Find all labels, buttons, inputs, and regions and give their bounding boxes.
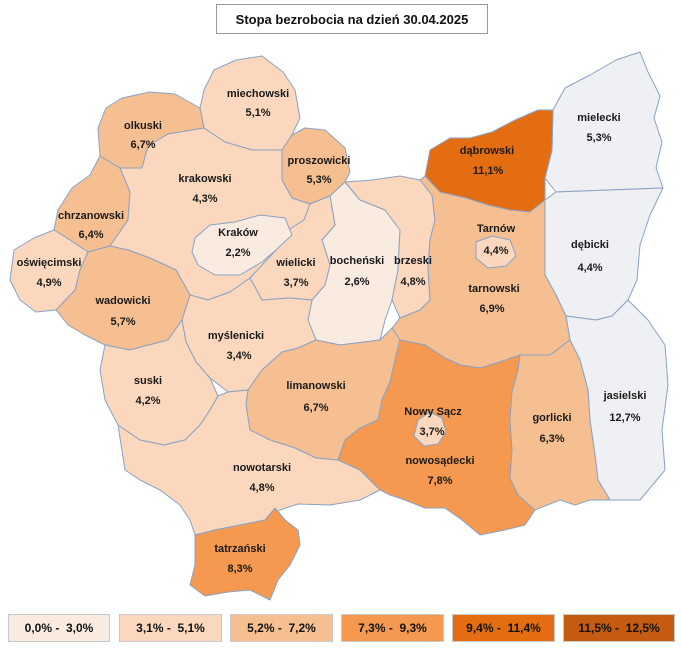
- label-nowosadecki-name: nowosądecki: [405, 455, 474, 467]
- label-miechowski-name: miechowski: [227, 88, 289, 100]
- legend-item: 7,3% - 9,3%: [341, 614, 444, 642]
- label-proszowicki-name: proszowicki: [288, 155, 351, 167]
- label-krakow-name: Kraków: [218, 227, 258, 239]
- label-wielicki-name: wielicki: [275, 257, 315, 269]
- label-wadowicki-value: 5,7%: [110, 316, 135, 328]
- label-bochenski-name: bocheński: [330, 255, 384, 267]
- legend-item: 9,4% - 11,4%: [452, 614, 555, 642]
- label-tarnow-name: Tarnów: [477, 223, 516, 235]
- label-tarnow-value: 4,4%: [483, 245, 508, 257]
- legend-item: 11,5% - 12,5%: [563, 614, 675, 642]
- label-krakow-value: 2,2%: [225, 247, 250, 259]
- label-oswiecimski-name: oświęcimski: [17, 257, 82, 269]
- label-suski-value: 4,2%: [135, 395, 160, 407]
- label-limanowski-name: limanowski: [286, 380, 345, 392]
- label-debicki-name: dębicki: [571, 239, 609, 251]
- label-jasielski-name: jasielski: [603, 390, 647, 402]
- label-dabrowski-value: 11,1%: [473, 165, 504, 177]
- label-jasielski-value: 12,7%: [609, 412, 640, 424]
- label-tatrzanski-name: tatrzański: [214, 543, 265, 555]
- label-olkuski-name: olkuski: [124, 120, 162, 132]
- choropleth-map: miechowski 5,1% olkuski 6,7% proszowicki…: [9, 51, 669, 601]
- legend-item: 5,2% - 7,2%: [230, 614, 333, 642]
- label-nowosadecki-value: 7,8%: [427, 475, 452, 487]
- label-olkuski-value: 6,7%: [130, 139, 155, 151]
- label-debicki-value: 4,4%: [577, 262, 602, 274]
- label-chrzanowski-value: 6,4%: [78, 229, 103, 241]
- region-debicki[interactable]: [544, 187, 664, 321]
- label-mielecki-value: 5,3%: [586, 132, 611, 144]
- label-miechowski-value: 5,1%: [245, 107, 270, 119]
- label-oswiecimski-value: 4,9%: [36, 277, 61, 289]
- label-bochenski-value: 2,6%: [344, 276, 369, 288]
- legend-item: 3,1% - 5,1%: [119, 614, 222, 642]
- label-tatrzanski-value: 8,3%: [227, 563, 252, 575]
- map-title: Stopa bezrobocia na dzień 30.04.2025: [216, 4, 488, 34]
- region-krakow[interactable]: [191, 214, 293, 276]
- label-chrzanowski-name: chrzanowski: [58, 210, 124, 222]
- label-tarnowski-name: tarnowski: [468, 283, 519, 295]
- label-nowotarski-value: 4,8%: [249, 482, 274, 494]
- label-brzeski-value: 4,8%: [400, 276, 425, 288]
- label-krakowski-name: krakowski: [178, 173, 231, 185]
- label-wielicki-value: 3,7%: [283, 277, 308, 289]
- region-tatrzanski[interactable]: [189, 507, 301, 601]
- label-myslenicki-name: myślenicki: [208, 330, 264, 342]
- label-limanowski-value: 6,7%: [303, 402, 328, 414]
- label-gorlicki-value: 6,3%: [539, 433, 564, 445]
- region-labels: miechowski 5,1% olkuski 6,7% proszowicki…: [17, 88, 647, 575]
- legend-item: 0,0% - 3,0%: [8, 614, 110, 642]
- label-krakowski-value: 4,3%: [192, 193, 217, 205]
- label-dabrowski-name: dąbrowski: [460, 145, 514, 157]
- label-wadowicki-name: wadowicki: [94, 295, 150, 307]
- label-myslenicki-value: 3,4%: [226, 350, 251, 362]
- label-tarnowski-value: 6,9%: [479, 303, 504, 315]
- label-proszowicki-value: 5,3%: [306, 174, 331, 186]
- label-brzeski-name: brzeski: [394, 255, 432, 267]
- label-nowy-sacz-value: 3,7%: [419, 426, 444, 438]
- region-nowy-sacz[interactable]: [413, 411, 447, 447]
- region-mielecki[interactable]: [544, 51, 664, 193]
- region-gorlicki[interactable]: [509, 339, 611, 511]
- label-nowy-sacz-name: Nowy Sącz: [404, 406, 462, 418]
- label-gorlicki-name: gorlicki: [532, 412, 571, 424]
- region-tarnow[interactable]: [475, 235, 517, 269]
- label-suski-name: suski: [134, 375, 162, 387]
- label-mielecki-name: mielecki: [577, 112, 620, 124]
- label-nowotarski-name: nowotarski: [233, 462, 291, 474]
